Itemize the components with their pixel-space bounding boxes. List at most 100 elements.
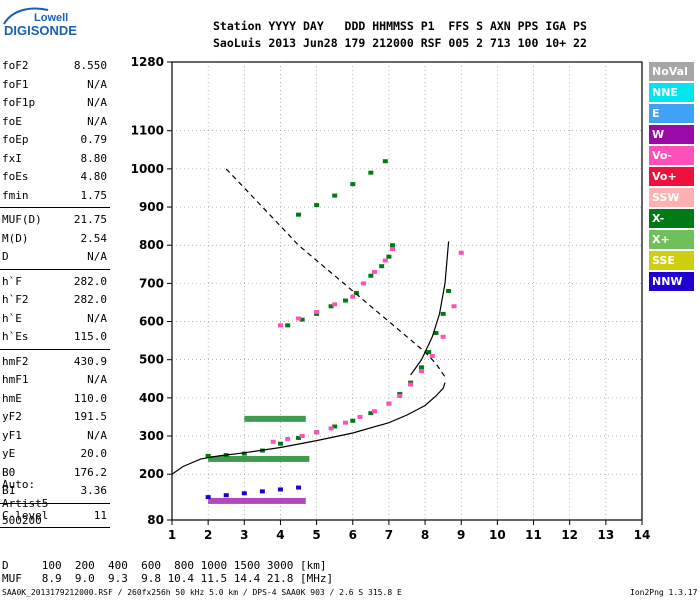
echo-point [277,441,283,446]
auto-label: Auto: [2,478,36,491]
echo-point [205,495,211,500]
param-row: D N/A [2,248,107,267]
param-row: foF1p N/A [2,94,107,113]
param-name: h`E [2,311,22,325]
param-value: 191.5 [73,410,107,423]
param-row: yE 20.0 [2,445,107,464]
y-tick-label: 80 [147,513,164,527]
param-separator [0,348,110,350]
echo-point [390,243,396,248]
echo-point [296,485,302,490]
x-tick-label: 2 [204,528,212,542]
param-value: 2.54 [80,231,108,245]
echo-point [440,334,446,339]
echo-point [328,304,334,309]
echo-point [357,414,363,419]
echo-point [241,451,247,456]
param-row: B1 3.36 [2,482,107,501]
echo-point [296,212,302,217]
y-tick-label: 1000 [131,162,164,176]
echo-point [446,289,452,293]
param-row: foF2 8.550 [2,57,107,76]
muf-distance-row: D 100 200 400 600 800 1000 1500 3000 [km… [2,559,327,572]
param-value: N/A [87,96,107,109]
echo-point [299,434,305,439]
param-name: h`F [2,274,22,288]
x-tick-label: 11 [525,528,542,542]
echo-point [440,311,446,316]
echo-point [397,393,403,398]
param-row: foEp 0.79 [2,131,107,150]
echo-point [458,250,464,255]
x-tick-label: 9 [457,528,465,542]
legend-item: W [649,125,694,144]
echo-point [379,264,385,269]
legend-item: SSW [649,188,694,207]
param-separator [0,207,110,208]
echo-point [361,281,367,286]
param-name: M(D) [2,231,29,245]
echo-point [386,401,392,406]
param-value: 110.0 [73,391,107,405]
echo-point [350,418,356,423]
echo-point [296,435,302,440]
echo-point [241,491,247,496]
param-value: 8.80 [80,151,108,165]
header-line-2: SaoLuis 2013 Jun28 179 212000 RSF 005 2 … [213,36,587,50]
muf-value-row: MUF 8.9 9.0 9.3 9.8 10.4 11.5 14.4 21.8 … [2,572,334,585]
param-name: hmF2 [2,354,29,368]
echo-point [429,353,435,358]
x-tick-label: 7 [385,528,393,542]
x-tick-label: 10 [489,528,506,542]
legend-item: Vo+ [649,167,694,186]
legend-item: E [649,104,694,123]
footer-version: Ion2Png 1.3.17 [630,588,698,597]
logo-company: Lowell [34,12,69,24]
echo-point [426,350,432,355]
echo-point [299,317,305,322]
param-value: 176.2 [73,465,107,479]
profile-curve-solid [410,241,450,376]
echo-point [332,193,338,198]
param-value: 8.550 [73,59,107,72]
param-row: h`E N/A [2,310,107,329]
param-name: foF1 [2,77,29,91]
param-value: 4.80 [80,170,108,183]
legend-item: X- [649,209,694,228]
param-value: N/A [87,77,107,91]
legend-item: NoVal [649,62,694,81]
x-tick-label: 8 [421,528,429,542]
x-tick-label: 14 [634,528,651,542]
echo-point [314,203,320,208]
param-value: 115.0 [73,330,107,343]
profile-curve-dashed [225,168,446,378]
param-row: h`F 282.0 [2,273,107,292]
auto-artist: Artist5 [2,497,49,510]
echo-point [350,294,356,299]
echo-point [314,430,320,435]
echo-point [368,411,374,416]
echo-point [285,323,291,328]
echo-band [208,455,310,462]
param-row: h`F2 282.0 [2,291,107,310]
legend-item: NNW [649,272,694,291]
param-row: hmF1 N/A [2,371,107,390]
param-separator [0,527,110,528]
x-tick-label: 4 [276,528,284,542]
echo-point [353,290,359,295]
param-row: h`Es 115.0 [2,328,107,347]
y-tick-label: 300 [139,429,164,443]
header-line-1: Station YYYY DAY DDD HHMMSS P1 FFS S AXN… [213,19,587,33]
echo-point [418,365,424,370]
param-row: MUF(D) 21.75 [2,211,107,230]
echo-point [223,493,229,498]
echo-band [208,497,306,504]
param-value: N/A [87,373,107,386]
echo-point [350,182,356,187]
param-name: h`F2 [2,293,29,306]
y-tick-label: 700 [139,276,164,290]
x-tick-label: 5 [312,528,320,542]
echo-point [371,409,377,414]
echo-point [368,170,374,175]
param-name: MUF(D) [2,213,42,226]
